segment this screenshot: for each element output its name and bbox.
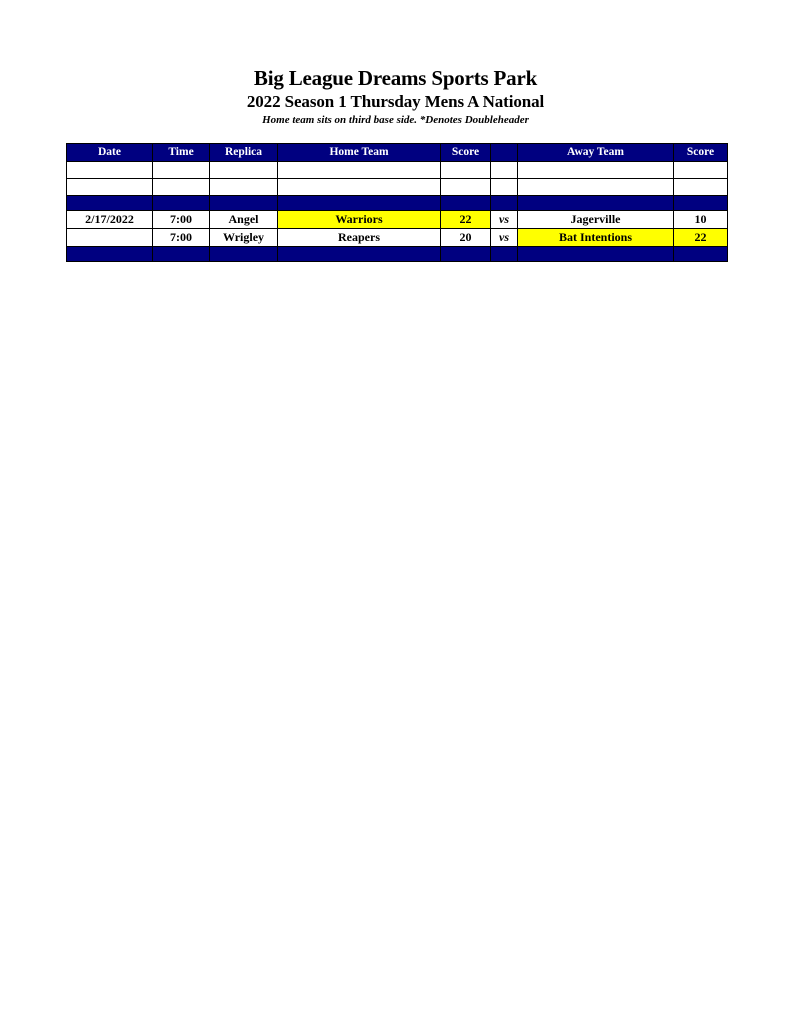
column-header-away-team: Away Team xyxy=(517,143,674,162)
blank-cell xyxy=(152,161,210,179)
blank-cell xyxy=(209,178,278,196)
blank-cell xyxy=(277,178,441,196)
cell-away-score: 22 xyxy=(673,228,728,247)
blank-cell xyxy=(673,161,728,179)
separator-cell xyxy=(277,195,441,211)
separator-cell xyxy=(152,195,210,211)
blank-cell xyxy=(490,178,518,196)
separator-cell xyxy=(152,246,210,262)
schedule-note: Home team sits on third base side. *Deno… xyxy=(262,114,529,126)
blank-cell xyxy=(66,178,153,196)
table-row: 7:00 Wrigley Reapers 20 vs Bat Intention… xyxy=(66,228,728,247)
schedule-table-container: Date Time Replica Home Team Score Away T… xyxy=(66,143,728,262)
season-subtitle: 2022 Season 1 Thursday Mens A National xyxy=(246,92,545,111)
column-header-away-score: Score xyxy=(673,143,728,162)
blank-cell xyxy=(440,161,491,179)
cell-home-score: 20 xyxy=(440,228,491,247)
separator-cell xyxy=(66,195,153,211)
cell-date: 2/17/2022 xyxy=(66,210,153,229)
column-header-time: Time xyxy=(152,143,210,162)
blank-cell xyxy=(66,161,153,179)
cell-away-score: 10 xyxy=(673,210,728,229)
blank-cell xyxy=(517,178,674,196)
cell-replica: Wrigley xyxy=(209,228,278,247)
blank-cell xyxy=(152,178,210,196)
column-header-replica: Replica xyxy=(209,143,278,162)
blank-row xyxy=(66,178,728,196)
blank-cell xyxy=(490,161,518,179)
separator-cell xyxy=(517,195,674,211)
separator-cell xyxy=(517,246,674,262)
separator-row xyxy=(66,195,728,211)
blank-cell xyxy=(673,178,728,196)
blank-cell xyxy=(209,161,278,179)
separator-cell xyxy=(440,195,491,211)
column-header-home-team: Home Team xyxy=(277,143,441,162)
separator-cell xyxy=(490,246,518,262)
separator-cell xyxy=(66,246,153,262)
cell-away-team: Bat Intentions xyxy=(517,228,674,247)
column-header-versus xyxy=(490,143,518,162)
cell-time: 7:00 xyxy=(152,210,210,229)
separator-cell xyxy=(490,195,518,211)
cell-replica: Angel xyxy=(209,210,278,229)
cell-home-team: Reapers xyxy=(277,228,441,247)
blank-cell xyxy=(440,178,491,196)
table-header-row: Date Time Replica Home Team Score Away T… xyxy=(66,143,728,162)
separator-row xyxy=(66,246,728,262)
column-header-date: Date xyxy=(66,143,153,162)
separator-cell xyxy=(277,246,441,262)
park-title: Big League Dreams Sports Park xyxy=(253,66,538,90)
blank-cell xyxy=(277,161,441,179)
separator-cell xyxy=(209,246,278,262)
cell-date xyxy=(66,228,153,247)
separator-cell xyxy=(209,195,278,211)
page-heading: Big League Dreams Sports Park 2022 Seaso… xyxy=(0,66,791,128)
column-header-home-score: Score xyxy=(440,143,491,162)
separator-cell xyxy=(440,246,491,262)
cell-versus: vs xyxy=(490,228,518,247)
blank-cell xyxy=(517,161,674,179)
cell-home-team: Warriors xyxy=(277,210,441,229)
blank-row xyxy=(66,161,728,179)
cell-away-team: Jagerville xyxy=(517,210,674,229)
cell-versus: vs xyxy=(490,210,518,229)
table-row: 2/17/2022 7:00 Angel Warriors 22 vs Jage… xyxy=(66,210,728,229)
cell-home-score: 22 xyxy=(440,210,491,229)
schedule-table: Date Time Replica Home Team Score Away T… xyxy=(66,143,728,262)
cell-time: 7:00 xyxy=(152,228,210,247)
separator-cell xyxy=(673,246,728,262)
separator-cell xyxy=(673,195,728,211)
